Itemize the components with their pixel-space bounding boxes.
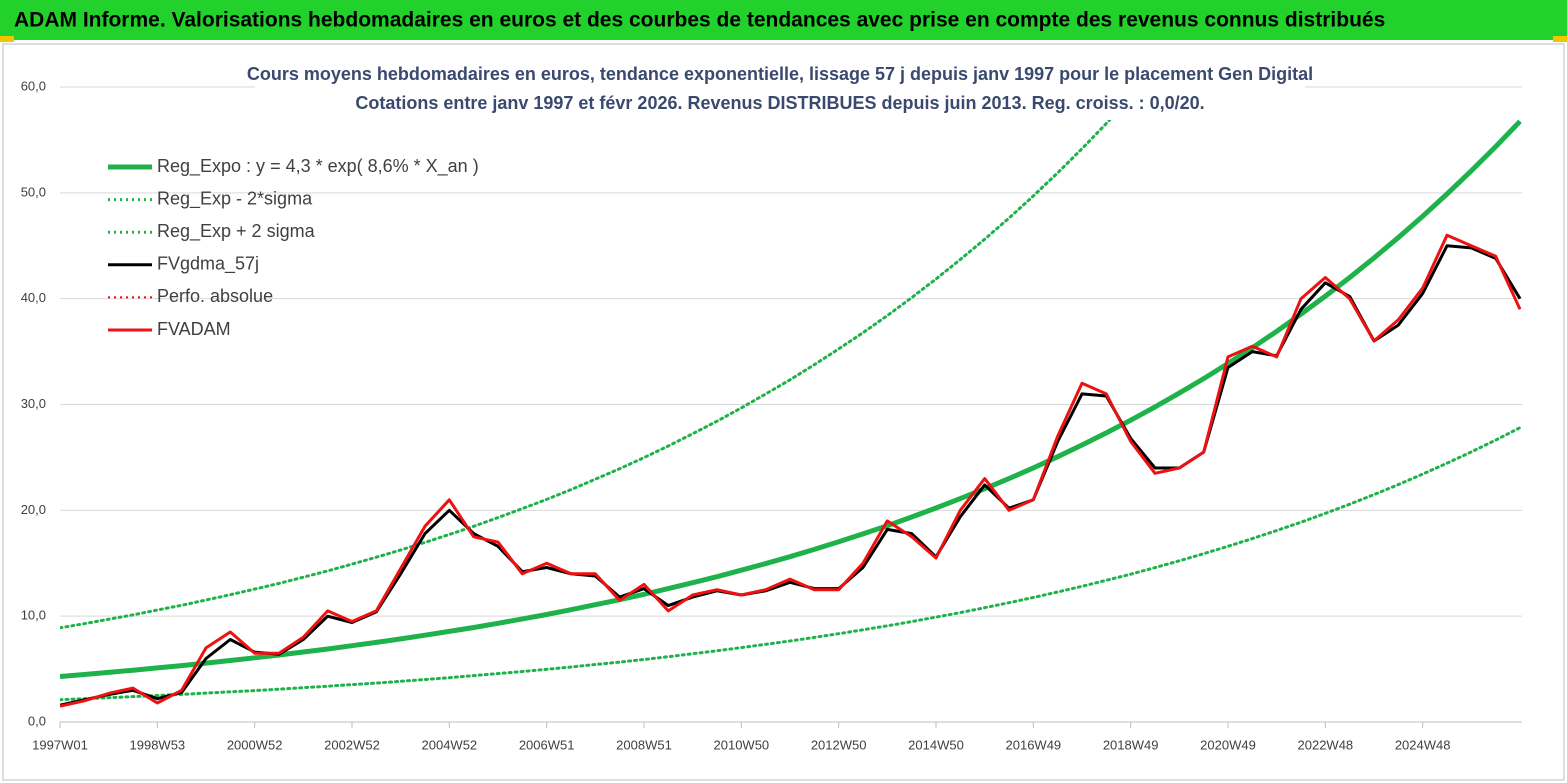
legend-label: FVgdma_57j <box>157 254 259 275</box>
x-tick-label: 2022W48 <box>1298 737 1354 752</box>
y-tick-label: 60,0 <box>21 78 46 93</box>
series-line <box>60 426 1522 702</box>
y-tick-label: 50,0 <box>21 184 46 199</box>
legend-label: Reg_Exp - 2*sigma <box>157 188 313 209</box>
y-tick-label: 40,0 <box>21 290 46 305</box>
x-tick-label: 2018W49 <box>1103 737 1159 752</box>
x-tick-label: 2016W49 <box>1006 737 1062 752</box>
series-line <box>60 119 1522 679</box>
x-tick-label: 2012W50 <box>811 737 867 752</box>
x-tick-label: 2004W52 <box>422 737 478 752</box>
x-tick-label: 2014W50 <box>908 737 964 752</box>
series-line <box>60 60 1166 630</box>
title-background <box>255 60 1305 120</box>
header-bar <box>0 0 1567 40</box>
legend-label: FVADAM <box>157 319 231 339</box>
y-tick-label: 10,0 <box>21 608 46 623</box>
y-tick-label: 0,0 <box>28 713 46 728</box>
x-tick-label: 2006W51 <box>519 737 575 752</box>
x-tick-label: 2010W50 <box>714 737 770 752</box>
x-tick-label: 2024W48 <box>1395 737 1451 752</box>
x-tick-label: 2008W51 <box>616 737 672 752</box>
legend-label: Reg_Exp + 2 sigma <box>157 221 316 242</box>
x-tick-label: 2002W52 <box>324 737 380 752</box>
header-corner <box>0 36 14 42</box>
y-tick-label: 30,0 <box>21 396 46 411</box>
header-title: ADAM Informe. Valorisations hebdomadaire… <box>14 9 1385 32</box>
x-tick-label: 1998W53 <box>130 737 186 752</box>
legend-label: Perfo. absolue <box>157 286 273 306</box>
header-corner <box>1553 36 1567 42</box>
x-tick-label: 2020W49 <box>1200 737 1256 752</box>
x-tick-label: 1997W01 <box>32 737 88 752</box>
chart-subtitle: Cotations entre janv 1997 et févr 2026. … <box>355 93 1204 113</box>
chart-border <box>2 43 1565 781</box>
series-line <box>60 233 1522 708</box>
legend-label: Reg_Expo : y = 4,3 * exp( 8,6% * X_an ) <box>157 156 479 177</box>
x-tick-label: 2000W52 <box>227 737 283 752</box>
chart-title: Cours moyens hebdomadaires en euros, ten… <box>247 64 1313 84</box>
y-tick-label: 20,0 <box>21 502 46 517</box>
